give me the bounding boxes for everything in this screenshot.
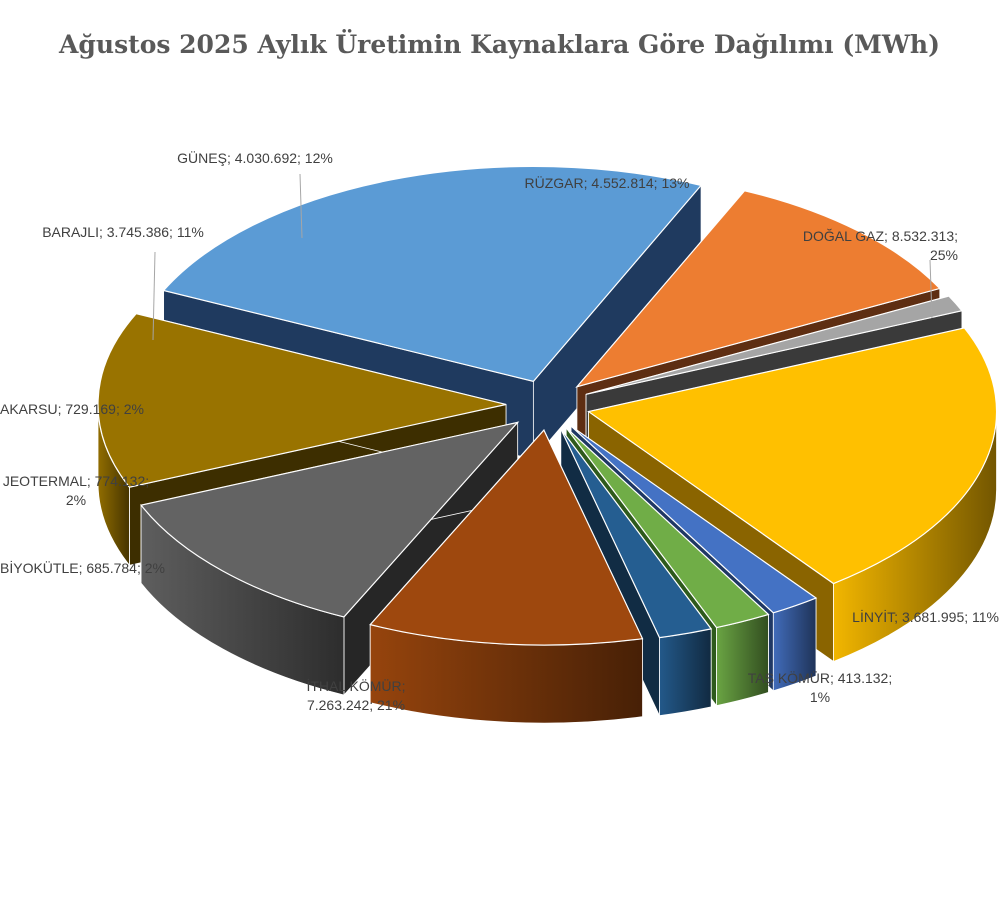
data-label-5: JEOTERMAL; 774.132; 2% (3, 473, 149, 508)
data-label-4: BİYOKÜTLE; 685.784; 2% (0, 559, 165, 576)
chart-title: Ağustos 2025 Aylık Üretimin Kaynaklara G… (59, 30, 940, 59)
leader-line-0 (929, 259, 933, 319)
data-label-3: İTHAL KÖMÜR; 7.263.242; 21% (306, 677, 405, 713)
leader-line-8 (299, 173, 303, 239)
leader-line-7 (152, 251, 156, 341)
data-label-9: RÜZGAR; 4.552.814; 13% (525, 174, 690, 191)
data-label-2: TAŞ KÖMÜR; 413.132; 1% (748, 669, 892, 705)
data-label-0: DOĞAL GAZ; 8.532.313; 25% (803, 228, 958, 263)
data-label-8: GÜNEŞ; 4.030.692; 12% (177, 149, 333, 166)
pie-slice-7 (369, 429, 644, 724)
data-label-7: BARAJLI; 3.745.386; 11% (42, 224, 204, 240)
data-label-6: AKARSU; 729.169; 2% (0, 401, 144, 417)
pie-slice-8 (140, 421, 520, 697)
data-label-1: LİNYİT; 3.681.995; 11% (852, 608, 999, 625)
